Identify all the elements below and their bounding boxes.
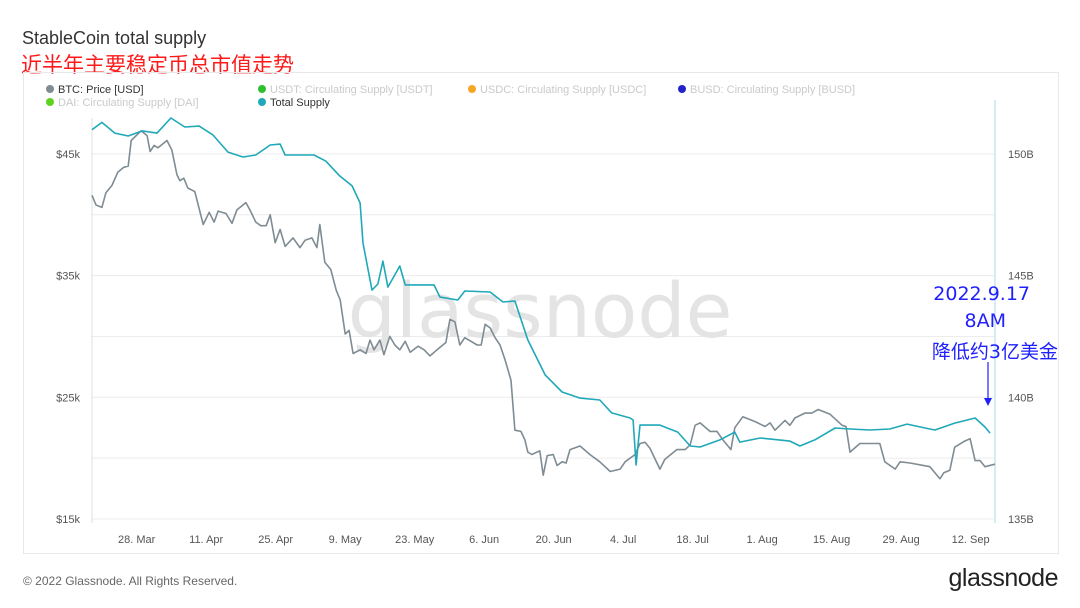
glassnode-logo[interactable]: glassnode	[948, 564, 1059, 592]
legend-item[interactable]: USDT: Circulating Supply [USDT]	[258, 84, 433, 96]
annotation-time: 8AM	[964, 310, 1006, 332]
x-tick-label: 20. Jun	[536, 534, 572, 546]
legend-dot-icon	[258, 85, 266, 93]
legend-item[interactable]: BTC: Price [USD]	[46, 84, 144, 96]
y-right-tick-label: 150B	[1008, 149, 1034, 161]
y-right-tick-label: 145B	[1008, 271, 1034, 283]
x-tick-label: 9. May	[329, 534, 363, 546]
y-right-tick-label: 140B	[1008, 392, 1034, 404]
chart-title: StableCoin total supply	[22, 28, 207, 48]
chart-frame	[23, 72, 1059, 554]
x-tick-label: 28. Mar	[118, 534, 156, 546]
legend-label: USDC: Circulating Supply [USDC]	[480, 84, 647, 96]
y-right-tick-label: 135B	[1008, 514, 1034, 526]
total-supply-line	[91, 117, 991, 466]
annotation-arrowhead-icon	[984, 398, 992, 406]
legend-dot-icon	[46, 98, 54, 106]
btc-price-line	[91, 130, 996, 480]
legend-item[interactable]: USDC: Circulating Supply [USDC]	[468, 84, 646, 96]
x-tick-label: 12. Sep	[952, 534, 990, 546]
y-left-tick-label: $35k	[56, 271, 80, 283]
legend-label: BTC: Price [USD]	[58, 84, 144, 96]
x-tick-label: 29. Aug	[882, 534, 919, 546]
y-left-tick-label: $15k	[56, 514, 80, 526]
legend-label: Total Supply	[270, 97, 330, 109]
x-tick-label: 4. Jul	[610, 534, 636, 546]
legend-item[interactable]: BUSD: Circulating Supply [BUSD]	[678, 84, 855, 96]
copyright: © 2022 Glassnode. All Rights Reserved.	[23, 574, 238, 588]
y-left-tick-label: $45k	[56, 149, 80, 161]
legend-label: BUSD: Circulating Supply [BUSD]	[690, 84, 856, 96]
x-tick-label: 23. May	[395, 534, 435, 546]
x-tick-label: 18. Jul	[676, 534, 708, 546]
x-tick-label: 1. Aug	[747, 534, 778, 546]
x-tick-label: 6. Jun	[469, 534, 499, 546]
legend-dot-icon	[678, 85, 686, 93]
watermark: glassnode	[348, 266, 733, 355]
legend-label: USDT: Circulating Supply [USDT]	[270, 84, 433, 96]
legend-dot-icon	[258, 98, 266, 106]
x-tick-label: 25. Apr	[258, 534, 293, 546]
legend-item[interactable]: Total Supply	[258, 97, 330, 109]
legend-dot-icon	[46, 85, 54, 93]
legend-dot-icon	[468, 85, 476, 93]
y-left-tick-label: $25k	[56, 392, 80, 404]
legend-item[interactable]: DAI: Circulating Supply [DAI]	[46, 97, 199, 109]
annotation-date: 2022.9.17	[933, 283, 1030, 305]
x-tick-label: 11. Apr	[189, 534, 223, 546]
chart-subtitle: 近半年主要稳定币总市值走势	[21, 53, 294, 77]
x-tick-label: 15. Aug	[813, 534, 850, 546]
annotation-note: 降低约3亿美金	[931, 341, 1058, 363]
legend-label: DAI: Circulating Supply [DAI]	[58, 97, 199, 109]
